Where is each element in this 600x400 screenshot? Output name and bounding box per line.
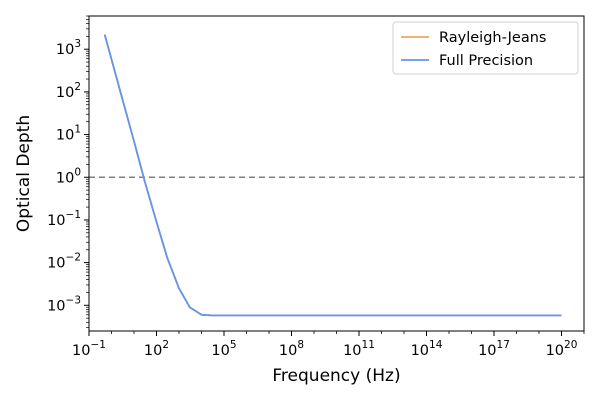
x-tick-label: 1017 bbox=[478, 339, 510, 359]
x-tick-label: 1011 bbox=[343, 339, 375, 359]
legend-label: Full Precision bbox=[439, 53, 533, 69]
y-tick-label: 102 bbox=[56, 81, 81, 101]
y-tick-label: 10−1 bbox=[47, 209, 81, 229]
legend-label: Rayleigh-Jeans bbox=[439, 30, 546, 46]
y-tick-label: 10−2 bbox=[47, 252, 81, 272]
y-tick-label: 101 bbox=[56, 124, 81, 144]
axes-frame bbox=[88, 15, 585, 332]
x-tick-label: 1020 bbox=[546, 339, 578, 359]
x-tick-label: 10−1 bbox=[72, 339, 106, 359]
series-line-1 bbox=[103, 34, 562, 317]
y-tick-label: 10−3 bbox=[47, 294, 81, 314]
x-tick-label: 105 bbox=[211, 339, 236, 359]
y-axis-label: Optical Depth bbox=[14, 115, 34, 232]
axis-ticks: 10−1 102 105 108 1011 1014 1017 1020 10−3 10−2 10−… bbox=[47, 15, 585, 359]
series-lines bbox=[89, 34, 584, 317]
legend-box bbox=[392, 21, 579, 75]
x-tick-label: 108 bbox=[279, 339, 304, 359]
y-tick-label: 100 bbox=[56, 166, 81, 186]
x-tick-label: 102 bbox=[144, 339, 169, 359]
y-tick-label: 103 bbox=[56, 38, 81, 58]
legend: Rayleigh-Jeans Full Precision bbox=[392, 21, 579, 75]
x-tick-label: 1014 bbox=[411, 339, 443, 359]
x-axis-label: Frequency (Hz) bbox=[272, 366, 400, 386]
